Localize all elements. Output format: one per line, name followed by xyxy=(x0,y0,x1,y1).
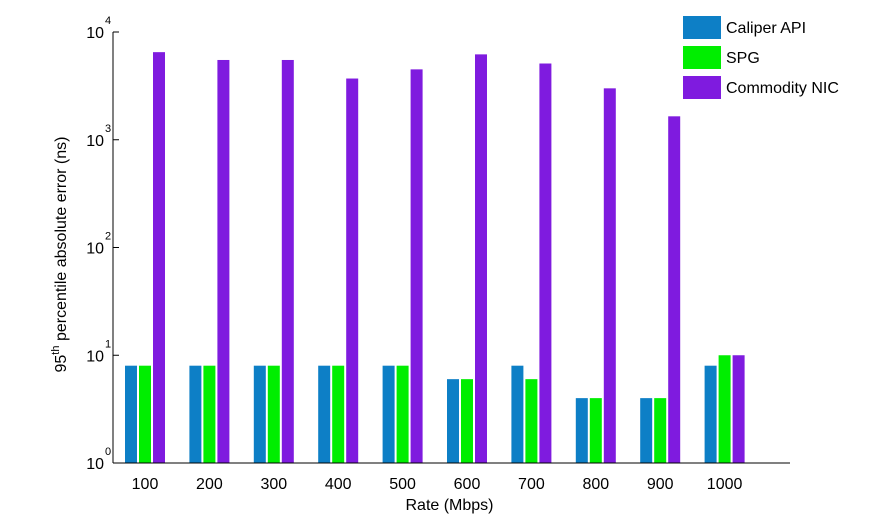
x-tick-label: 500 xyxy=(389,476,416,493)
bar-spg-100 xyxy=(139,365,151,463)
bar-spg-500 xyxy=(396,365,409,463)
x-tick-label: 300 xyxy=(260,476,287,493)
bar-caliper-api-400 xyxy=(318,365,331,463)
bar-commodity-nic-400 xyxy=(346,78,359,463)
x-tick-label: 900 xyxy=(647,476,674,493)
bar-caliper-api-900 xyxy=(640,398,653,463)
x-tick-label: 700 xyxy=(518,476,545,493)
x-tick-label: 600 xyxy=(454,476,481,493)
y-tick-exponent: 1 xyxy=(105,338,111,350)
x-ticks: 100 200 300 400 500 600 700 800 900 1000 xyxy=(132,476,743,493)
bar-caliper-api-500 xyxy=(382,365,395,463)
bar-commodity-nic-600 xyxy=(475,54,487,463)
bars-layer xyxy=(125,52,745,464)
bar-caliper-api-200 xyxy=(189,365,202,463)
legend-swatch xyxy=(683,16,721,39)
y-axis-title-superscript: th xyxy=(50,346,62,355)
y-tick-label: 10 xyxy=(86,241,104,258)
bar-spg-700 xyxy=(525,379,538,463)
y-tick-exponent: 0 xyxy=(105,446,111,458)
bar-commodity-nic-1000 xyxy=(732,355,745,463)
bar-spg-300 xyxy=(267,365,280,463)
y-axis-title-prefix: 95 xyxy=(53,355,70,373)
x-tick-label: 800 xyxy=(582,476,609,493)
y-tick-exponent: 4 xyxy=(105,15,111,27)
legend-label: Commodity NIC xyxy=(726,80,839,97)
bar-commodity-nic-900 xyxy=(668,116,681,464)
y-tick-exponent: 3 xyxy=(105,123,111,135)
legend-swatch xyxy=(683,76,721,99)
legend: Caliper API SPG Commodity NIC xyxy=(683,16,839,99)
x-tick-label: 200 xyxy=(196,476,223,493)
y-axis-title: 95th percentile absolute error (ns) xyxy=(50,137,70,373)
bar-spg-1000 xyxy=(718,355,731,463)
bar-commodity-nic-200 xyxy=(217,59,230,463)
y-axis-title-suffix: percentile absolute error (ns) xyxy=(53,137,70,346)
bar-caliper-api-800 xyxy=(575,398,588,463)
x-tick-label: 1000 xyxy=(707,476,743,493)
y-tick-label: 10 xyxy=(86,133,104,150)
bar-commodity-nic-100 xyxy=(153,52,165,464)
x-axis-title: Rate (Mbps) xyxy=(405,497,493,514)
x-tick-label: 400 xyxy=(325,476,352,493)
bar-caliper-api-100 xyxy=(125,365,137,463)
bar-caliper-api-300 xyxy=(253,365,266,463)
y-tick-label: 10 xyxy=(86,348,104,365)
legend-label: Caliper API xyxy=(726,20,806,37)
bar-spg-600 xyxy=(461,379,473,463)
y-tick-exponent: 2 xyxy=(105,231,111,243)
bar-spg-800 xyxy=(589,398,602,463)
y-tick-label: 10 xyxy=(86,456,104,473)
y-tick-label: 10 xyxy=(86,25,104,42)
bar-caliper-api-1000 xyxy=(704,365,717,463)
legend-swatch xyxy=(683,46,721,69)
bar-spg-400 xyxy=(332,365,345,463)
bar-commodity-nic-800 xyxy=(603,88,616,464)
bar-caliper-api-600 xyxy=(447,379,459,463)
bar-commodity-nic-300 xyxy=(281,59,294,463)
bar-caliper-api-700 xyxy=(511,365,524,463)
bar-commodity-nic-700 xyxy=(539,63,552,464)
bar-spg-200 xyxy=(203,365,216,463)
bar-spg-900 xyxy=(654,398,667,463)
x-tick-label: 100 xyxy=(132,476,159,493)
legend-label: SPG xyxy=(726,50,760,67)
bar-commodity-nic-500 xyxy=(410,69,423,464)
